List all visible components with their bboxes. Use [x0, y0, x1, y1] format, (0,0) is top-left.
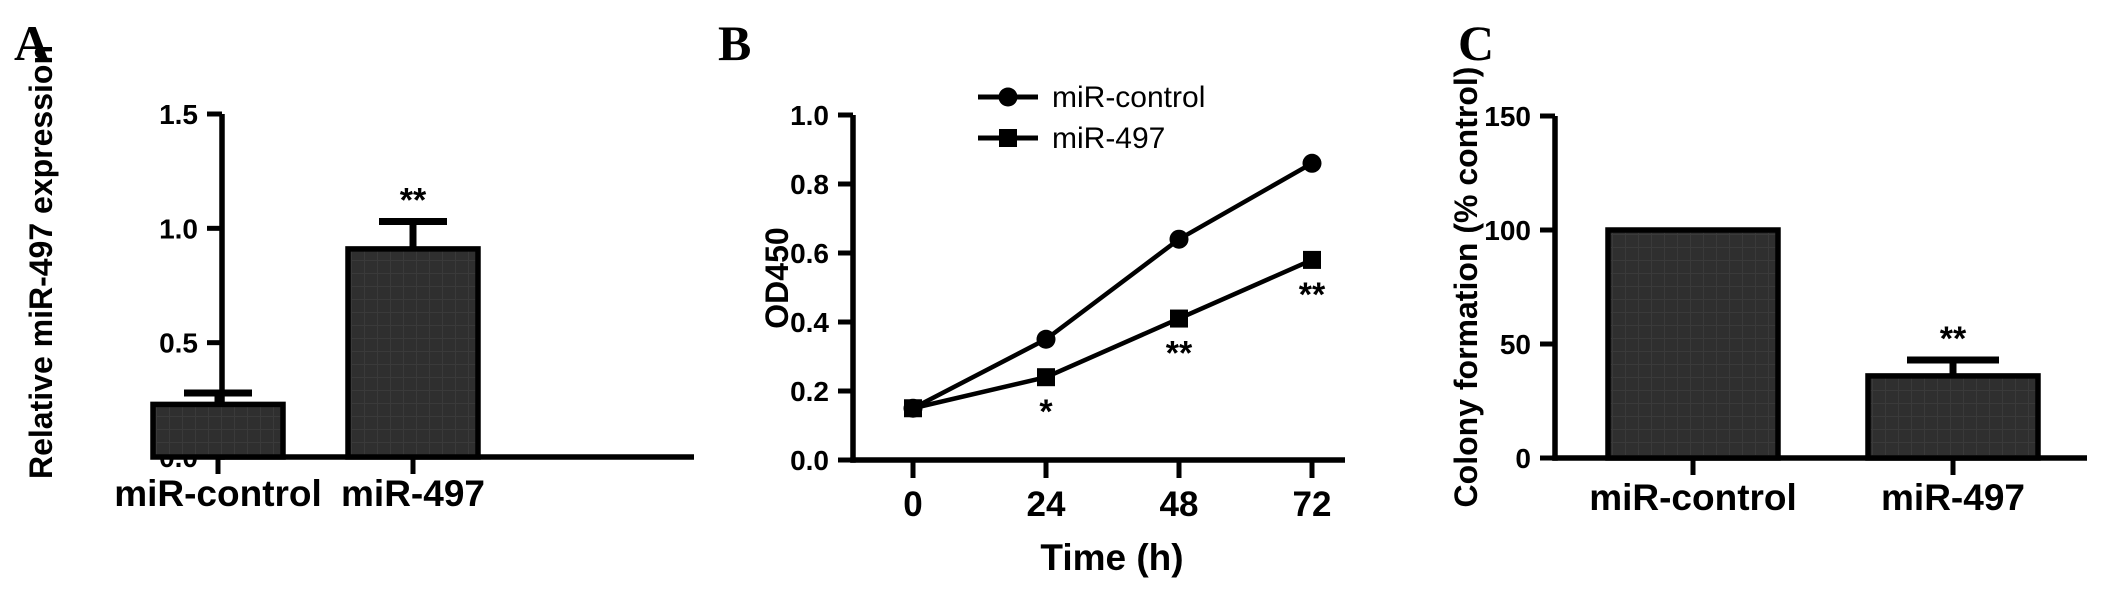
significance-B-miR-497: ** — [1166, 335, 1193, 373]
panel-letter-B: B — [718, 15, 751, 71]
y-tick-label-C: 100 — [1484, 215, 1531, 246]
x-tick-label-B: 48 — [1160, 485, 1199, 524]
legend-B: miR-control miR-497 — [978, 81, 1205, 155]
bar-C-miR-control — [1605, 227, 1781, 461]
y-axis-title-B: OD450 — [759, 227, 795, 328]
y-tick-label-B: 0.6 — [790, 238, 829, 269]
x-tick-label-B: 24 — [1027, 485, 1066, 524]
x-tick-label-B: 0 — [903, 485, 922, 524]
y-tick-label-B: 0.0 — [790, 445, 829, 476]
bar-A-miR-control — [150, 401, 286, 460]
y-tick-label-C: 0 — [1515, 443, 1531, 474]
significance-C-miR-497: ** — [1940, 320, 1967, 358]
y-tick-label-C: 150 — [1484, 101, 1531, 132]
category-label-C-miR-497: miR-497 — [1881, 477, 2025, 518]
y-tick-label-B: 1.0 — [790, 100, 829, 131]
y-axis-title-C: Colony formation (% control) — [1448, 67, 1484, 508]
bar-C-miR-497 — [1865, 373, 2041, 461]
legend-marker-square — [999, 129, 1017, 147]
y-tick-label-B: 0.2 — [790, 376, 829, 407]
y-tick-label-C: 50 — [1500, 329, 1531, 360]
significance-A-miR-497: ** — [400, 181, 427, 219]
y-tick-label-A: 0.5 — [159, 328, 198, 359]
significance-B-miR-497: ** — [1299, 276, 1326, 314]
y-tick-label-A: 1.0 — [159, 213, 198, 244]
y-tick-label-B: 0.4 — [790, 307, 829, 338]
series-marker-circle-miR-control — [1036, 329, 1056, 349]
panel-letter-C: C — [1458, 15, 1494, 71]
legend-label-miR-497: miR-497 — [1052, 122, 1165, 155]
series-marker-square-miR-497 — [904, 399, 922, 418]
x-tick-label-B: 72 — [1293, 485, 1332, 524]
y-axis-title-A: Relative miR-497 expression — [23, 45, 59, 479]
series-marker-square-miR-497 — [1170, 309, 1188, 328]
y-tick-label-A: 1.5 — [159, 99, 198, 130]
series-marker-circle-miR-control — [1169, 229, 1189, 249]
series-line-miR-497 — [912, 257, 1313, 411]
category-label-A-miR-497: miR-497 — [341, 473, 485, 514]
series-marker-circle-miR-control — [1302, 153, 1322, 173]
series-line-miR-control — [911, 161, 1314, 411]
bar-A-miR-497 — [345, 246, 481, 460]
category-label-A-miR-control: miR-control — [114, 473, 322, 514]
panel-B: B 0.0 0.2 0.4 0.6 0.8 1.0 OD450 0 24 48 72 Time (h) *… — [718, 15, 1345, 578]
x-axis-title-B: Time (h) — [1040, 537, 1183, 578]
legend-label-miR-control: miR-control — [1052, 81, 1205, 114]
panel-letter-A: A — [14, 15, 50, 71]
series-marker-square-miR-497 — [1037, 368, 1055, 387]
significance-B-miR-497: * — [1039, 393, 1053, 431]
series-marker-square-miR-497 — [1303, 250, 1321, 269]
category-label-C-miR-control: miR-control — [1589, 477, 1797, 518]
y-tick-label-B: 0.8 — [790, 169, 829, 200]
legend-marker-circle — [998, 87, 1018, 107]
